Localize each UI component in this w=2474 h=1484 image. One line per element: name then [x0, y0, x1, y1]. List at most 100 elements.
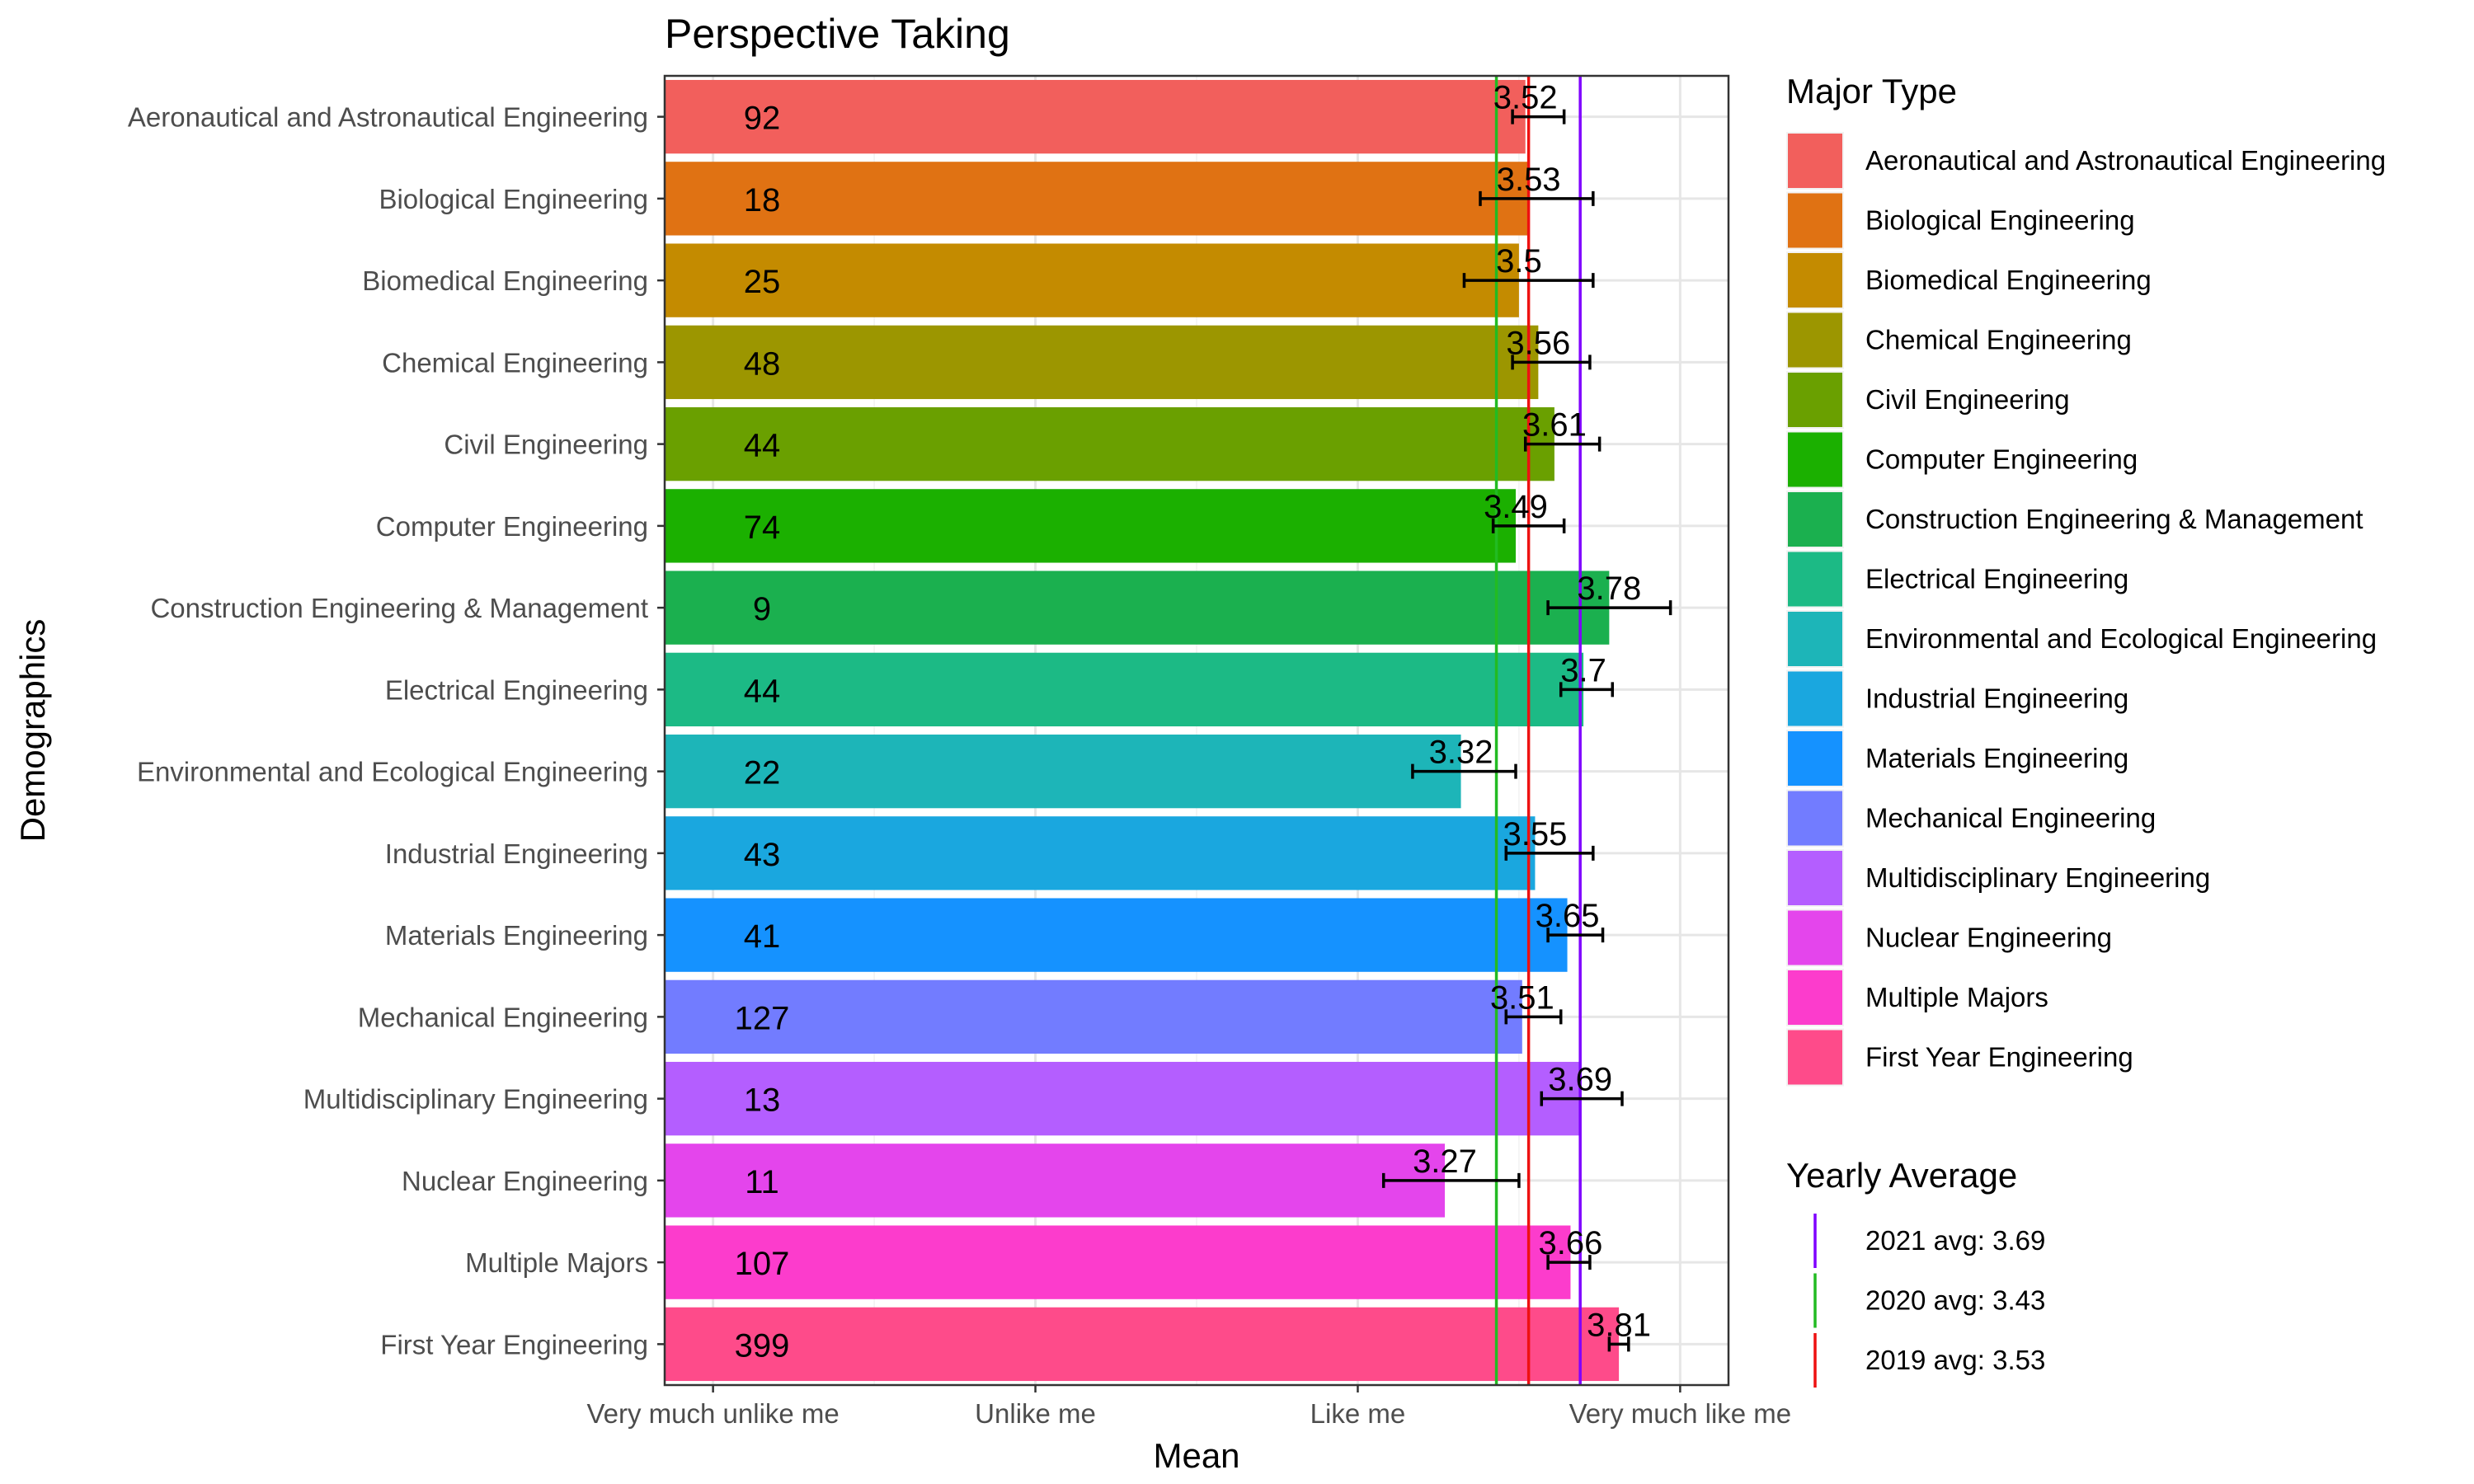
yearly-average-lines: [1494, 76, 1582, 1385]
legend-item-label: First Year Engineering: [1865, 1042, 2133, 1073]
bar: [665, 979, 1522, 1054]
legend-item-label: Materials Engineering: [1865, 743, 2128, 773]
legend-item-label: Environmental and Ecological Engineering: [1865, 623, 2377, 654]
legend-swatch: [1788, 612, 1842, 666]
count-label: 399: [735, 1327, 790, 1364]
legend-item-label: Multiple Majors: [1865, 982, 2048, 1012]
legend-swatch: [1788, 432, 1842, 487]
legend-swatch: [1788, 731, 1842, 786]
legend-swatch: [1788, 910, 1842, 965]
value-label: 3.52: [1493, 80, 1558, 116]
y-category-label: Biological Engineering: [379, 184, 648, 214]
legend-swatch: [1788, 193, 1842, 248]
value-label: 3.27: [1413, 1144, 1477, 1180]
count-label: 74: [744, 510, 781, 546]
bar: [665, 489, 1516, 563]
bar: [665, 79, 1526, 154]
legend-item-label: Computer Engineering: [1865, 444, 2138, 475]
count-label: 11: [745, 1164, 779, 1200]
bar: [665, 243, 1519, 317]
value-label: 3.81: [1587, 1307, 1651, 1343]
bar: [665, 325, 1539, 400]
value-labels: 3.52 3.53 3.5 3.56 3.61 3.49 3.78 3.7 3.32 3.55 3.…: [1413, 80, 1651, 1344]
count-label: 127: [735, 1000, 790, 1036]
legend-item-label: Chemical Engineering: [1865, 325, 2132, 355]
legend-swatch: [1788, 134, 1842, 188]
bar: [665, 816, 1536, 890]
yearly-average-label: 2020 avg: 3.43: [1865, 1285, 2045, 1316]
y-category-label: Nuclear Engineering: [402, 1166, 648, 1196]
count-label: 13: [744, 1082, 781, 1119]
legend-swatch: [1788, 492, 1842, 547]
legend-swatch: [1788, 552, 1842, 607]
bar: [665, 1144, 1445, 1218]
x-tick-label: Unlike me: [975, 1398, 1096, 1429]
y-category-label: Multidisciplinary Engineering: [303, 1084, 648, 1115]
legend-item-label: Civil Engineering: [1865, 384, 2070, 415]
y-category-label: Mechanical Engineering: [358, 1002, 648, 1032]
count-label: 25: [744, 264, 781, 300]
y-category-label: Biomedical Engineering: [362, 265, 648, 296]
count-label: 92: [744, 101, 781, 137]
legend-item-label: Mechanical Engineering: [1865, 803, 2156, 834]
y-category-label: Construction Engineering & Management: [150, 593, 648, 623]
count-label: 107: [735, 1246, 790, 1282]
bar: [665, 734, 1461, 809]
y-axis-category-labels: Aeronautical and Astronautical Engineeri…: [128, 102, 665, 1360]
count-label: 44: [744, 428, 781, 464]
value-label: 3.56: [1506, 325, 1570, 361]
value-label: 3.55: [1503, 816, 1568, 852]
value-label: 3.32: [1429, 735, 1493, 771]
error-bars: [1381, 109, 1672, 1352]
bar: [665, 652, 1584, 727]
count-label: 18: [744, 182, 781, 218]
legend-swatch: [1788, 671, 1842, 726]
value-label: 3.5: [1496, 243, 1542, 279]
y-category-label: Materials Engineering: [385, 920, 648, 951]
value-label: 3.69: [1548, 1062, 1612, 1098]
bars: [665, 79, 1620, 1382]
legend-item-label: Multidisciplinary Engineering: [1865, 862, 2210, 893]
legend-swatch: [1788, 851, 1842, 905]
y-category-label: Chemical Engineering: [382, 347, 648, 378]
count-label: 43: [744, 837, 781, 873]
count-label: 44: [744, 673, 781, 709]
y-category-label: Computer Engineering: [376, 511, 648, 542]
legend-item-label: Biological Engineering: [1865, 205, 2135, 236]
value-label: 3.7: [1560, 652, 1606, 688]
chart-title: Perspective Taking: [665, 11, 1010, 57]
count-label: 41: [744, 918, 781, 955]
count-label: 9: [753, 591, 771, 627]
bar: [665, 571, 1610, 645]
value-label: 3.61: [1522, 407, 1587, 444]
legend-swatch: [1788, 253, 1842, 308]
legend-item-label: Construction Engineering & Management: [1865, 504, 2363, 534]
y-category-label: Multiple Majors: [465, 1247, 648, 1278]
y-category-label: Environmental and Ecological Engineering: [137, 757, 648, 787]
y-axis-title: Demographics: [13, 619, 52, 843]
legend-swatch: [1788, 1030, 1842, 1085]
x-tick-label: Very much like me: [1569, 1398, 1792, 1429]
x-axis-title: Mean: [1153, 1436, 1239, 1475]
y-category-label: Industrial Engineering: [385, 838, 648, 869]
bar: [665, 1061, 1581, 1136]
yearly-average-label: 2019 avg: 3.53: [1865, 1345, 2045, 1375]
bar: [665, 1307, 1620, 1382]
legend-title: Major Type: [1786, 72, 1957, 110]
count-label: 48: [744, 345, 781, 382]
legend-item-label: Biomedical Engineering: [1865, 265, 2152, 295]
value-label: 3.49: [1484, 489, 1548, 525]
yearly-average-legend-title: Yearly Average: [1786, 1156, 2017, 1195]
bar: [665, 898, 1568, 972]
count-label: 22: [744, 755, 781, 791]
count-labels: 92 18 25 48 44 74 9 44 22 43 41 127 13 11 107 399: [735, 101, 790, 1364]
legend-swatch: [1788, 791, 1842, 846]
x-tick-label: Like me: [1310, 1398, 1406, 1429]
legend-major-type: Major Type Aeronautical and Astronautica…: [1786, 72, 2386, 1087]
bar: [665, 162, 1529, 236]
legend-swatch: [1788, 970, 1842, 1025]
y-category-label: First Year Engineering: [380, 1329, 648, 1360]
plot-border: [663, 74, 1730, 1387]
value-label: 3.78: [1577, 571, 1641, 607]
